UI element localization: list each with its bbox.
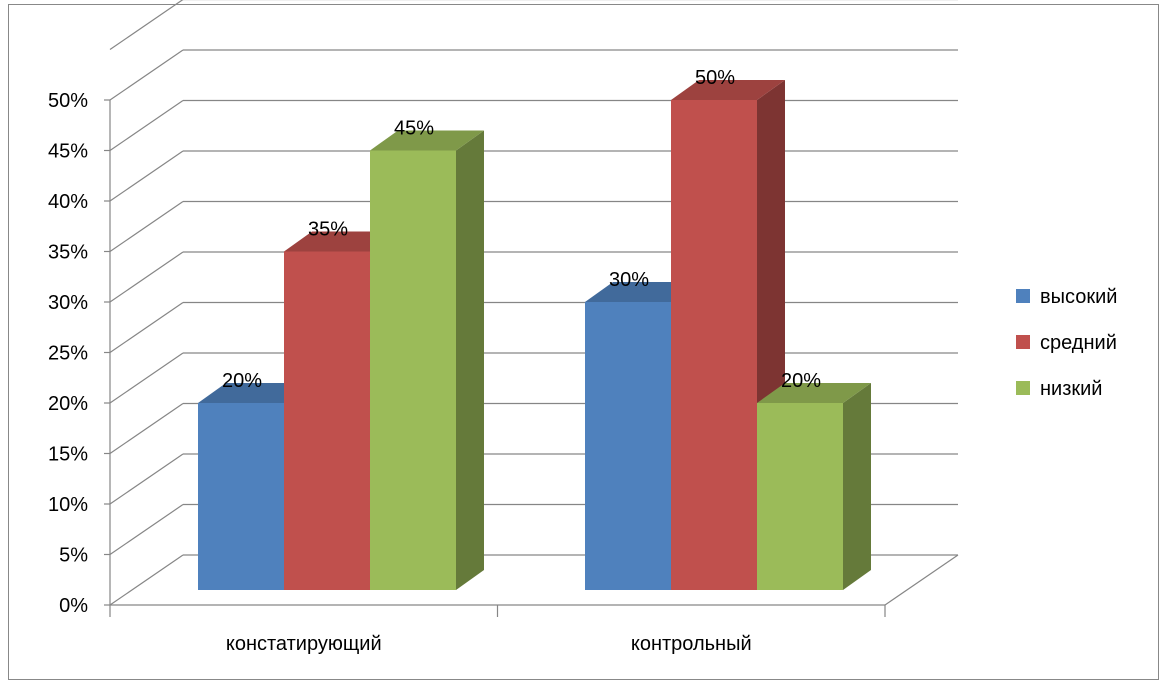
bar [757, 403, 843, 590]
legend-swatch [1016, 381, 1030, 395]
y-tick-label: 30% [48, 292, 88, 314]
side-gridline [109, 150, 184, 202]
side-gridline [109, 302, 184, 353]
bar [671, 100, 757, 590]
bar-top [585, 282, 699, 302]
floor-right-edge [884, 554, 959, 606]
side-gridline [109, 554, 184, 606]
bar-top [671, 80, 785, 100]
legend-swatch [1016, 289, 1030, 303]
y-tick-label: 0% [59, 595, 88, 617]
side-gridline [109, 403, 184, 454]
data-label: 35% [308, 219, 348, 241]
bar-side [843, 383, 871, 590]
side-gridline [109, 504, 184, 555]
side-gridline [109, 201, 184, 252]
data-label: 30% [609, 269, 649, 291]
legend-label: средний [1040, 332, 1117, 354]
y-tick-label: 5% [59, 545, 88, 567]
data-label: 50% [695, 67, 735, 89]
bar [585, 302, 671, 590]
bar-top [284, 231, 398, 252]
bar-side [456, 130, 484, 590]
bar-top [757, 383, 871, 403]
bar [284, 251, 370, 590]
legend-label: высокий [1040, 286, 1117, 308]
bar [370, 150, 456, 590]
side-gridline [109, 453, 184, 505]
x-category-label: констатирующий [226, 633, 382, 655]
y-tick-label: 20% [48, 393, 88, 415]
side-gridline [109, 251, 184, 303]
data-label: 20% [222, 370, 262, 392]
y-tick-label: 35% [48, 242, 88, 264]
data-label: 20% [781, 370, 821, 392]
side-gridline [109, 100, 184, 151]
bar-top [370, 130, 484, 151]
y-tick-label: 40% [48, 191, 88, 213]
y-tick-label: 15% [48, 444, 88, 466]
side-gridline [109, 0, 184, 50]
bar [198, 403, 284, 590]
y-tick-label: 50% [48, 90, 88, 112]
data-label: 45% [394, 118, 434, 140]
x-category-label: контрольный [631, 633, 752, 655]
side-gridline [109, 49, 184, 101]
bar-top [198, 383, 312, 403]
y-tick-label: 45% [48, 141, 88, 163]
y-tick-label: 10% [48, 494, 88, 516]
legend-label: низкий [1040, 378, 1102, 400]
side-gridline [109, 352, 184, 404]
legend-swatch [1016, 335, 1030, 349]
y-tick-label: 25% [48, 343, 88, 365]
